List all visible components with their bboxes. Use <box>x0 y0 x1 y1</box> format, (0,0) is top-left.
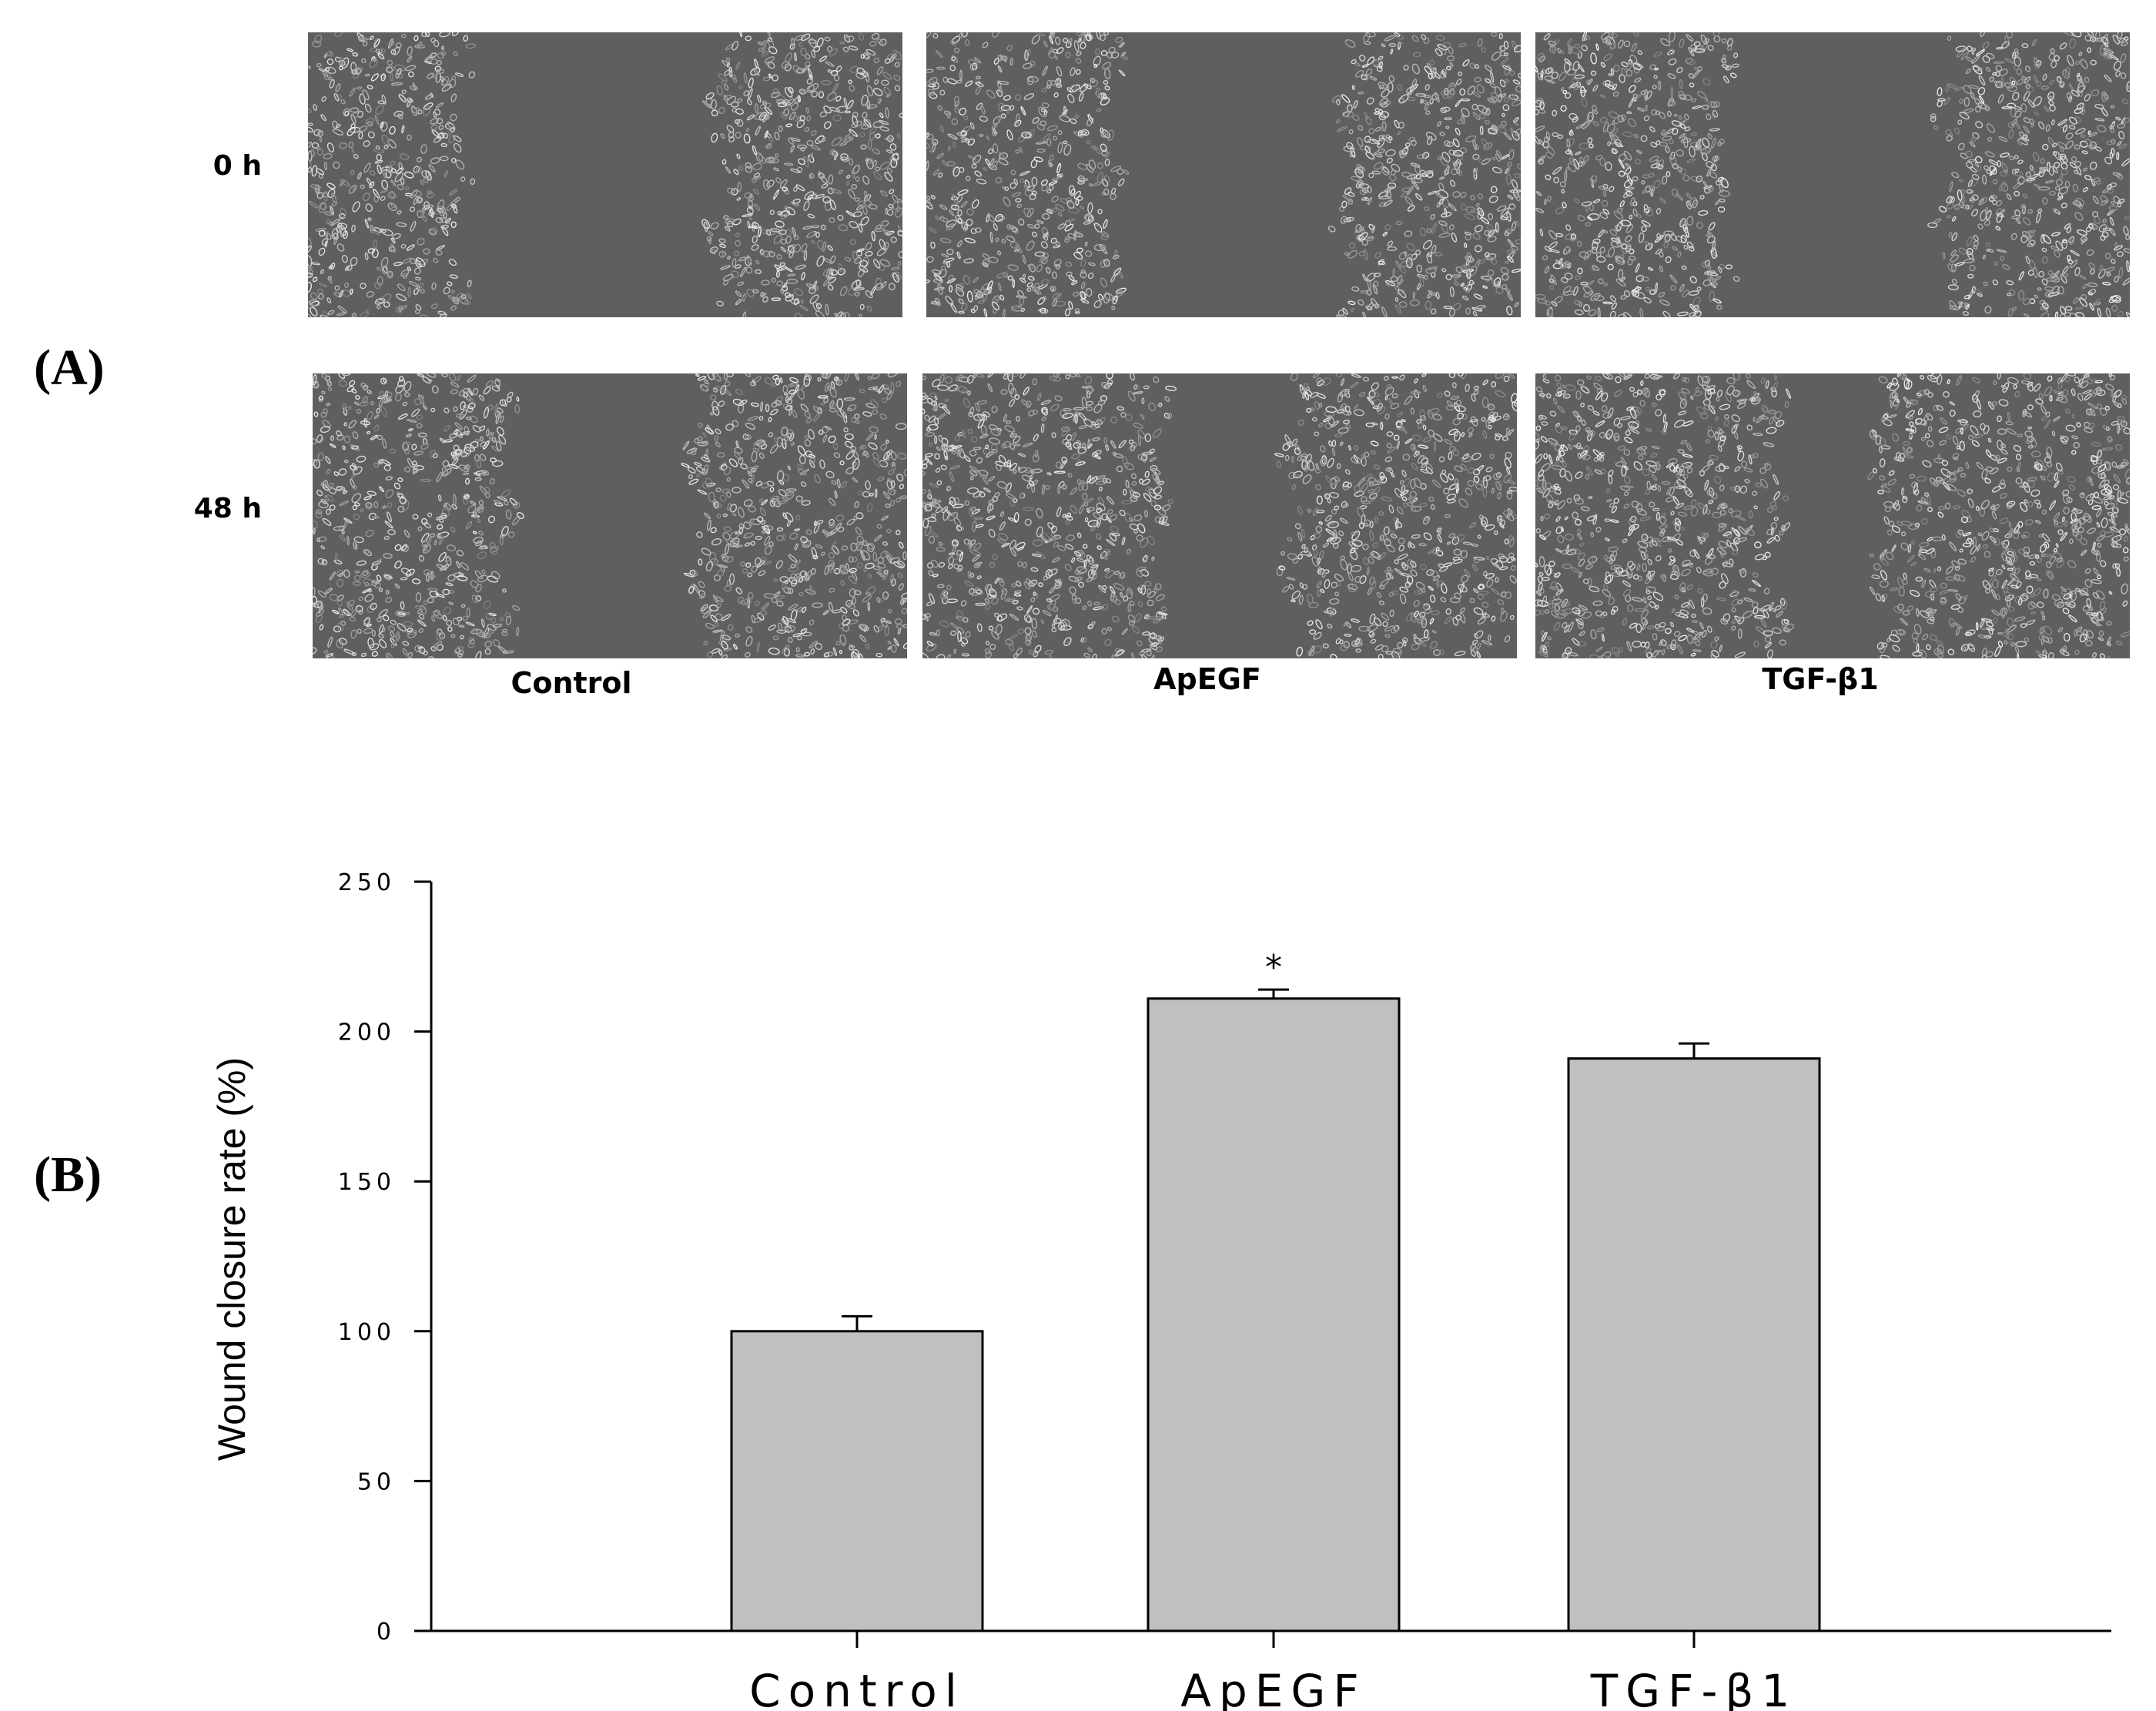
col-label-control: Control <box>511 666 632 700</box>
micrograph-48h-apegf <box>922 373 1517 658</box>
y-tick-label: 150 <box>338 1169 396 1196</box>
x-tick-label: TGF-β1 <box>1590 1665 1798 1711</box>
x-tick-label: Control <box>749 1665 965 1711</box>
y-tick-label: 200 <box>338 1020 396 1046</box>
x-tick-label: ApEGF <box>1180 1665 1366 1711</box>
row-label-0h: 0 h <box>213 150 262 182</box>
y-tick-label: 0 <box>377 1619 396 1646</box>
chart-labels: 0 50 100 150 200 250 Control ApEGF * TGF-β1 <box>338 869 1798 1711</box>
y-tick-label: 250 <box>338 869 396 896</box>
micrograph-0h-control <box>308 32 902 317</box>
bar <box>1147 997 1401 1632</box>
col-label-tgfb1: TGF-β1 <box>1762 662 1879 696</box>
micrograph-0h-apegf <box>926 32 1521 317</box>
bar <box>730 1330 984 1632</box>
micrograph-48h-control <box>313 373 907 658</box>
row-label-48h: 48 h <box>193 493 262 524</box>
bar-chart: 0 50 100 150 200 250 Control ApEGF * TGF-β1 Wound… <box>210 869 2111 1711</box>
col-label-apegf: ApEGF <box>1153 662 1261 696</box>
significance-marker: * <box>1265 948 1282 987</box>
bar <box>1567 1057 1821 1632</box>
y-axis-label: Wound closure rate (%) <box>210 1057 253 1461</box>
panel-b-label: (B) <box>34 1147 102 1203</box>
micrograph-48h-tgfb1 <box>1535 373 2130 658</box>
y-tick-label: 100 <box>338 1319 396 1346</box>
panel-a-label: (A) <box>34 340 105 396</box>
chart-bars <box>730 988 1821 1632</box>
y-tick-label: 50 <box>357 1468 396 1495</box>
micrograph-0h-tgfb1 <box>1535 32 2130 317</box>
